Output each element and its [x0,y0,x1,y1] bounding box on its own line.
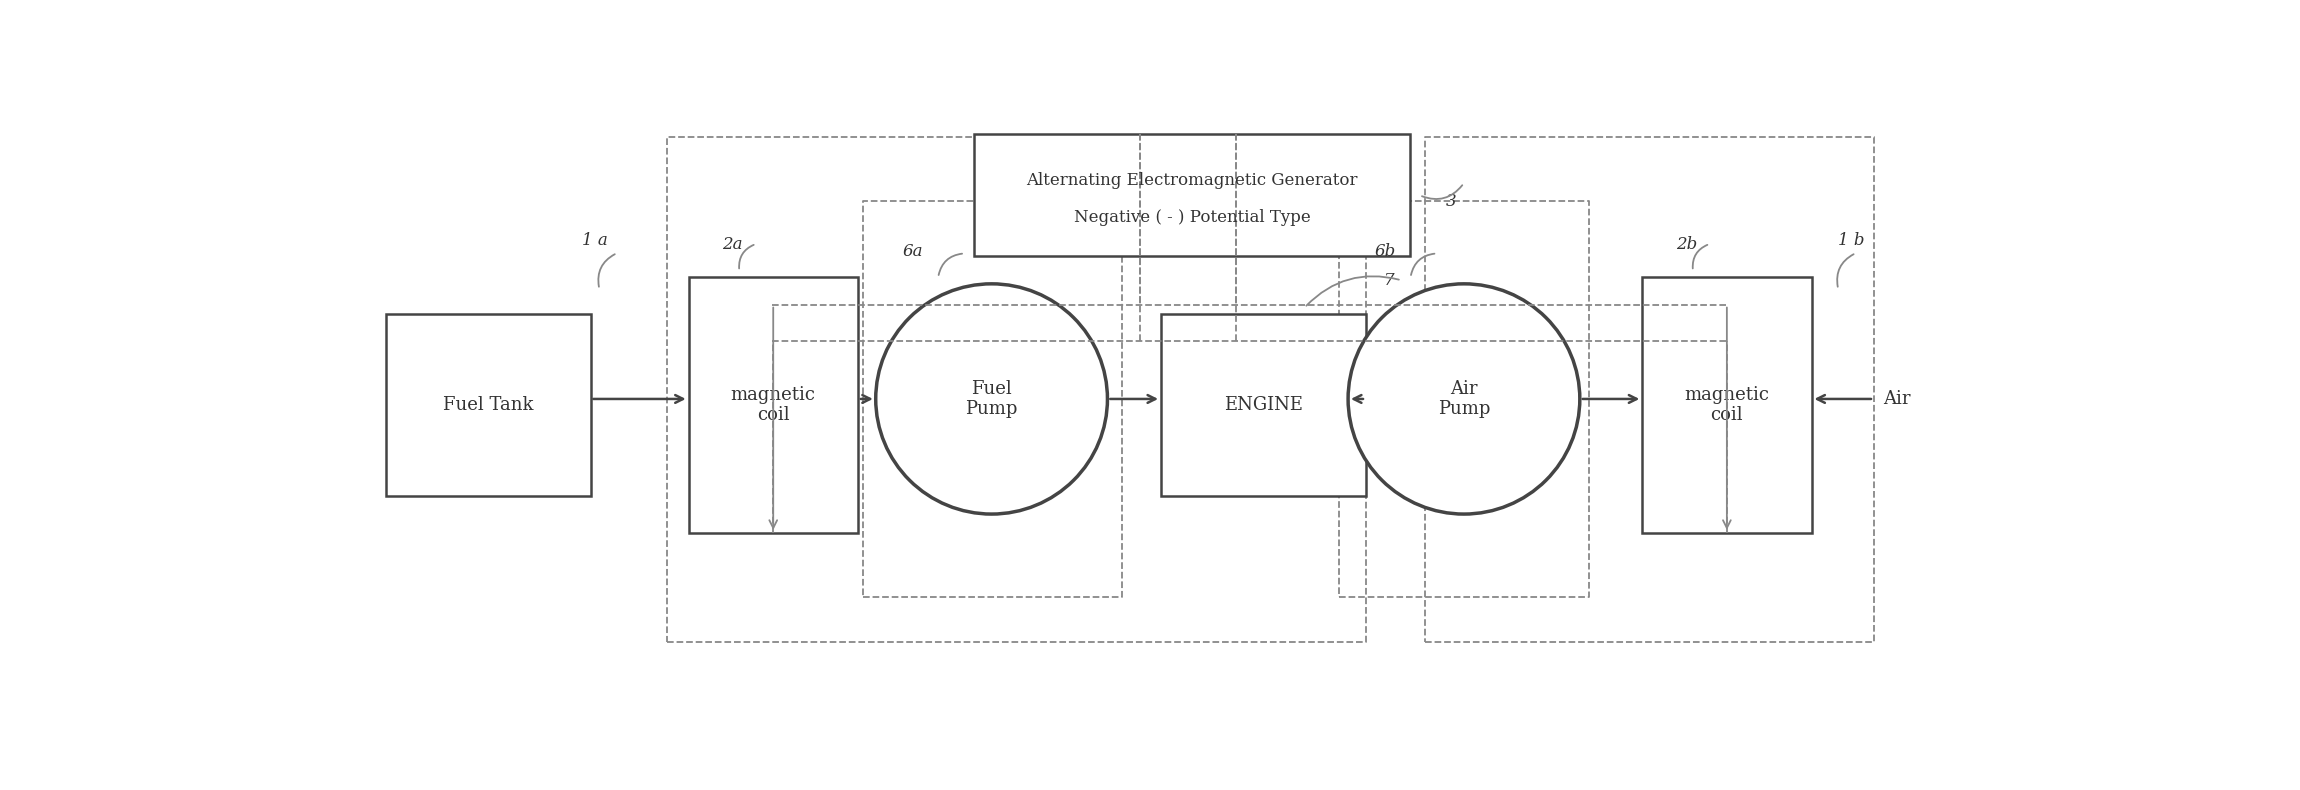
Text: 3: 3 [1447,193,1456,210]
Ellipse shape [876,284,1109,514]
FancyBboxPatch shape [386,314,591,496]
Text: Fuel Tank: Fuel Tank [444,396,534,414]
Text: 1 a: 1 a [582,232,607,250]
Text: 6a: 6a [902,243,922,259]
Text: Negative ( - ) Potential Type: Negative ( - ) Potential Type [1074,209,1311,226]
Text: Air: Air [1884,390,1911,408]
Text: ENGINE: ENGINE [1224,396,1302,414]
Text: 6b: 6b [1375,243,1396,259]
FancyBboxPatch shape [1162,314,1366,496]
Ellipse shape [1348,284,1580,514]
Text: 1 b: 1 b [1838,232,1865,250]
Text: Air
Pump: Air Pump [1438,379,1490,419]
Text: 2a: 2a [722,236,743,253]
FancyBboxPatch shape [688,277,858,532]
Text: Alternating Electromagnetic Generator: Alternating Electromagnetic Generator [1026,172,1357,189]
Text: 7: 7 [1385,273,1394,289]
FancyBboxPatch shape [1642,277,1812,532]
Text: 2b: 2b [1677,236,1697,253]
Text: magnetic
coil: magnetic coil [731,386,816,424]
FancyBboxPatch shape [973,134,1410,256]
Text: magnetic
coil: magnetic coil [1684,386,1769,424]
Text: Fuel
Pump: Fuel Pump [966,379,1019,419]
